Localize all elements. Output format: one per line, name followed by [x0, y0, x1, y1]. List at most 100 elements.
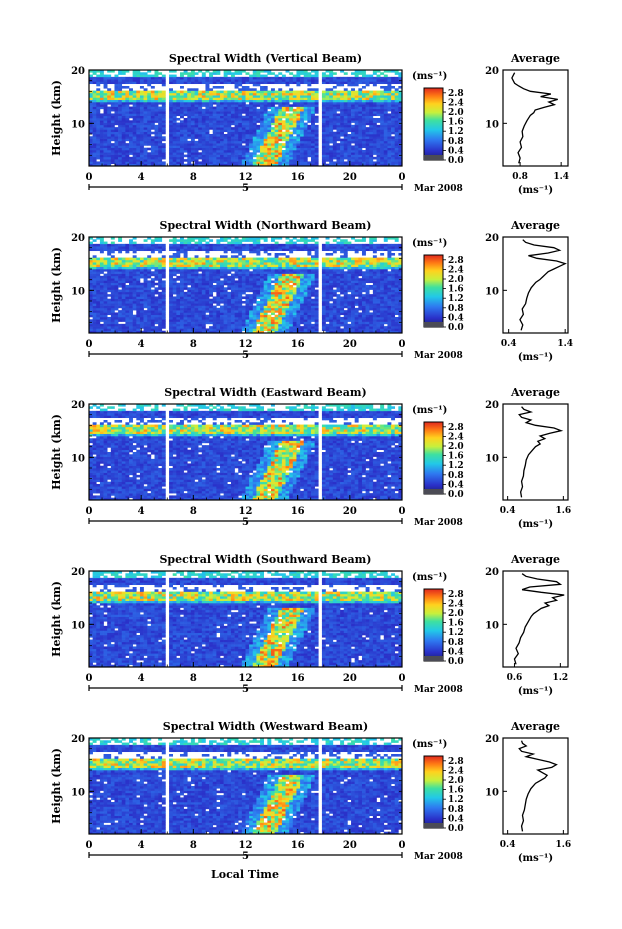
heatmap-cell	[198, 287, 203, 290]
heatmap-cell	[121, 280, 126, 284]
heatmap-cell	[281, 111, 286, 114]
heatmap-cell	[289, 113, 294, 117]
heatmap-cell	[107, 163, 112, 167]
heatmap-cell	[103, 317, 108, 320]
heatmap-cell	[143, 104, 148, 107]
heatmap-cell	[369, 136, 374, 139]
heatmap-cell	[296, 81, 301, 85]
heatmap-cell	[241, 257, 246, 261]
heatmap-cell	[227, 99, 232, 103]
heatmap-cell	[125, 266, 130, 270]
heatmap-cell	[329, 152, 334, 155]
heatmap-cell	[129, 97, 133, 101]
heatmap-cell	[154, 140, 159, 144]
heatmap-cell	[169, 321, 174, 325]
heatmap-cell	[183, 275, 188, 279]
heatmap-cell	[110, 291, 115, 295]
heatmap-cell	[394, 115, 399, 119]
heatmap-cell	[234, 120, 239, 123]
heatmap-cell	[267, 102, 272, 105]
heatmap-cell	[321, 104, 326, 107]
heatmap-cell	[139, 262, 144, 265]
heatmap-cell	[129, 321, 133, 325]
heatmap-cell	[136, 305, 141, 309]
heatmap-cell	[176, 262, 181, 265]
heatmap-cell	[110, 115, 115, 119]
heatmap-cell	[369, 138, 374, 142]
heatmap-cell	[103, 138, 108, 142]
heatmap-cell	[340, 115, 345, 119]
heatmap-cell	[303, 127, 308, 130]
heatmap-cell	[198, 269, 203, 272]
heatmap-cell	[267, 79, 272, 82]
heatmap-cell	[267, 99, 272, 103]
heatmap-cell	[307, 79, 312, 82]
heatmap-cell	[234, 280, 239, 284]
heatmap-cell	[209, 273, 214, 277]
heatmap-cell	[136, 280, 141, 284]
heatmap-cell	[212, 76, 217, 80]
heatmap-cell	[118, 296, 123, 300]
heatmap-cell	[125, 138, 130, 142]
heatmap-cell	[198, 99, 203, 103]
heatmap-cell	[96, 237, 101, 240]
heatmap-cell	[249, 250, 254, 254]
heatmap-cell	[169, 275, 174, 279]
heatmap-cell	[194, 259, 199, 263]
heatmap-cell	[125, 134, 130, 137]
heatmap-cell	[139, 310, 144, 313]
heatmap-cell	[332, 81, 337, 85]
heatmap-cell	[183, 305, 188, 309]
heatmap-cell	[311, 108, 315, 112]
heatmap-cell	[227, 131, 232, 135]
heatmap-cell	[329, 88, 334, 91]
heatmap-cell	[125, 92, 130, 96]
heatmap-cell	[179, 323, 184, 327]
heatmap-cell	[150, 106, 155, 110]
heatmap-cell	[212, 312, 217, 316]
heatmap-cell	[114, 152, 119, 155]
heatmap-cell	[380, 118, 385, 121]
heatmap-cell	[274, 79, 279, 82]
heatmap-cell	[238, 250, 243, 254]
heatmap-cell	[216, 296, 221, 300]
heatmap-cell	[321, 134, 326, 137]
heatmap-cell	[125, 154, 130, 158]
heatmap-cell	[223, 72, 228, 75]
heatmap-cell	[96, 285, 101, 288]
heatmap-cell	[303, 118, 308, 121]
heatmap-cell	[209, 246, 214, 249]
heatmap-cells	[89, 70, 403, 167]
heatmap-cell	[241, 70, 246, 73]
heatmap-cell	[372, 152, 377, 155]
heatmap-cell	[223, 102, 228, 105]
heatmap-cell	[285, 127, 290, 130]
heatmap-cell	[351, 81, 355, 85]
heatmap-cell	[238, 95, 243, 98]
heatmap-cell	[238, 81, 243, 85]
heatmap-cell	[372, 136, 377, 139]
heatmap-cell	[216, 124, 221, 128]
heatmap-cell	[329, 108, 334, 112]
heatmap-cell	[274, 99, 279, 103]
heatmap-cell	[143, 280, 148, 284]
heatmap-cell	[394, 102, 399, 105]
heatmap-cell	[194, 92, 199, 96]
heatmap-cell	[234, 129, 239, 133]
heatmap-cell	[147, 285, 152, 288]
heatmap-cell	[92, 127, 97, 130]
heatmap-cell	[121, 136, 126, 139]
heatmap-cell	[391, 127, 396, 130]
heatmap-cell	[307, 163, 312, 167]
heatmap-cell	[238, 305, 243, 309]
heatmap-cell	[220, 257, 224, 261]
heatmap-cell	[92, 243, 97, 247]
heatmap-cell	[158, 76, 163, 80]
heatmap-cell	[398, 113, 403, 117]
heatmap-cell	[125, 291, 130, 295]
heatmap-cell	[238, 129, 243, 133]
heatmap-cell	[194, 248, 199, 252]
heatmap-cell	[314, 88, 319, 91]
heatmap-cell	[147, 92, 152, 96]
heatmap-cell	[230, 330, 235, 334]
